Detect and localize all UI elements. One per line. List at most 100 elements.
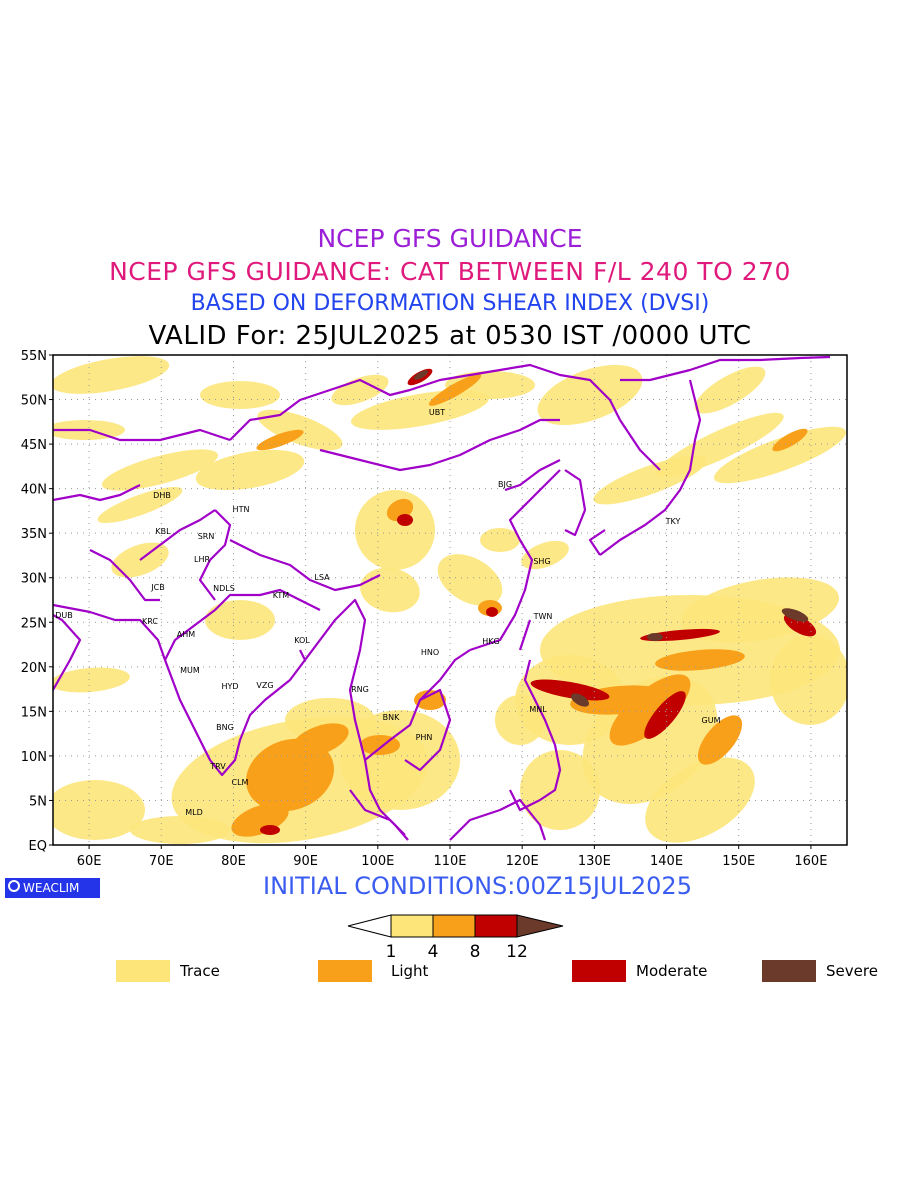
colorbar-high-triangle xyxy=(516,914,564,938)
city-label-bnk: BNK xyxy=(383,713,400,722)
colorbar-tick-12: 12 xyxy=(506,942,528,962)
colorbar-trace xyxy=(390,914,434,938)
border-line xyxy=(564,469,587,537)
light-area xyxy=(609,674,691,746)
city-label-trv: TRV xyxy=(209,762,226,771)
city-labels: UBT BJG DHB HTN KBL SRN LHR TKY SHG JCB NDLS KTM LSA… xyxy=(55,408,720,817)
trace-area xyxy=(495,695,545,745)
city-label-clm: CLM xyxy=(232,778,249,787)
trace-area xyxy=(480,528,520,552)
severe-area xyxy=(570,693,590,707)
city-label-kol: KOL xyxy=(294,636,310,645)
city-label-bjg: BJG xyxy=(498,480,512,489)
lat-label: 15N xyxy=(21,705,47,720)
chart-subtitle: NCEP GFS GUIDANCE: CAT BETWEEN F/L 240 T… xyxy=(109,257,791,286)
border-line xyxy=(139,509,216,561)
border-line xyxy=(364,688,452,772)
legend-severe-swatch xyxy=(762,960,816,982)
city-label-htn: HTN xyxy=(233,505,250,514)
valid-time: VALID For: 25JUL2025 at 0530 IST /0000 U… xyxy=(148,321,752,351)
city-label-ubt: UBT xyxy=(429,408,445,417)
city-label-lhr: LHR xyxy=(194,555,210,564)
border-line xyxy=(504,459,561,492)
graticule xyxy=(53,355,847,845)
legend-trace-label: Trace xyxy=(180,962,220,980)
light-area xyxy=(256,429,304,451)
lon-label: 160E xyxy=(794,854,827,869)
lat-label: 5N xyxy=(29,794,47,809)
colorbar-tick-8: 8 xyxy=(470,942,481,962)
moderate-area xyxy=(530,679,610,701)
colorbar-low-triangle xyxy=(347,914,392,938)
border-line xyxy=(229,539,381,592)
city-label-twn: TWN xyxy=(533,612,553,621)
trace-area xyxy=(521,540,569,570)
border-line xyxy=(349,789,406,836)
lon-label: 130E xyxy=(578,854,611,869)
city-label-phn: PHN xyxy=(416,733,433,742)
border-line xyxy=(588,529,606,556)
trace-area xyxy=(195,449,305,491)
moderate-area xyxy=(783,613,817,637)
border-line xyxy=(518,619,532,651)
latitude-labels: 55N 50N 45N 40N 35N 30N 25N 20N 15N 10N 5N EQ xyxy=(21,349,53,854)
border-line xyxy=(53,484,141,502)
trace-area xyxy=(351,390,489,430)
trace-area xyxy=(437,554,503,606)
city-label-tky: TKY xyxy=(665,517,681,526)
city-label-lsa: LSA xyxy=(314,573,330,582)
border-line xyxy=(53,614,82,691)
trace-area xyxy=(694,366,766,414)
weaclim-logo: WEACLIM xyxy=(5,878,100,898)
city-label-dub: DUB xyxy=(55,611,73,620)
trace-area xyxy=(645,757,755,843)
lon-label: 120E xyxy=(506,854,539,869)
border-line xyxy=(469,469,561,652)
trace-area xyxy=(53,667,130,693)
border-line xyxy=(599,379,702,556)
city-label-mld: MLD xyxy=(185,808,203,817)
lat-label: 10N xyxy=(21,750,47,765)
lat-label: 35N xyxy=(21,527,47,542)
legend-light-swatch xyxy=(318,960,372,982)
coastlines-and-borders xyxy=(53,355,831,841)
trace-area xyxy=(205,600,275,640)
initial-conditions: INITIAL CONDITIONS:00Z15JUL2025 xyxy=(263,872,692,900)
border-line xyxy=(620,355,831,382)
moderate-area xyxy=(260,825,280,835)
longitude-labels: 60E 70E 80E 90E 100E 110E 120E 130E 140E 150E 160E xyxy=(77,845,827,869)
lat-label: EQ xyxy=(29,839,47,854)
city-label-hkg: HKG xyxy=(482,637,499,646)
trace-area xyxy=(770,635,847,725)
border-line xyxy=(509,659,562,812)
lat-label: 55N xyxy=(21,349,47,364)
trace-area xyxy=(53,356,170,394)
city-label-jcb: JCB xyxy=(150,583,164,592)
border-line xyxy=(449,798,547,841)
border-line xyxy=(319,418,560,472)
city-label-srn: SRN xyxy=(198,532,215,541)
city-label-krc: KRC xyxy=(142,617,158,626)
chart-title: NCEP GFS GUIDANCE xyxy=(317,224,583,253)
legend-severe-label: Severe xyxy=(826,962,878,980)
border-line xyxy=(164,588,321,661)
trace-area xyxy=(593,455,707,505)
index-subtitle: BASED ON DEFORMATION SHEAR INDEX (DVSI) xyxy=(190,291,710,316)
lon-label: 100E xyxy=(361,854,394,869)
colorbar-tick-1: 1 xyxy=(386,942,397,962)
city-label-ktm: KTM xyxy=(273,591,290,600)
light-area xyxy=(414,690,446,710)
lat-label: 25N xyxy=(21,616,47,631)
city-label-shg: SHG xyxy=(533,557,550,566)
city-label-mum: MUM xyxy=(180,666,200,675)
city-label-ahm: AHM xyxy=(177,630,195,639)
city-label-gum: GUM xyxy=(702,716,721,725)
severe-area xyxy=(647,633,663,641)
border-line xyxy=(53,603,307,777)
trace-area xyxy=(520,750,600,830)
lon-label: 90E xyxy=(293,854,318,869)
turbulence-map: UBT BJG DHB HTN KBL SRN LHR TKY SHG JCB NDLS KTM LSA… xyxy=(21,349,848,869)
moderate-area xyxy=(486,607,498,617)
light-area xyxy=(655,649,745,671)
city-label-mnl: MNL xyxy=(529,705,547,714)
